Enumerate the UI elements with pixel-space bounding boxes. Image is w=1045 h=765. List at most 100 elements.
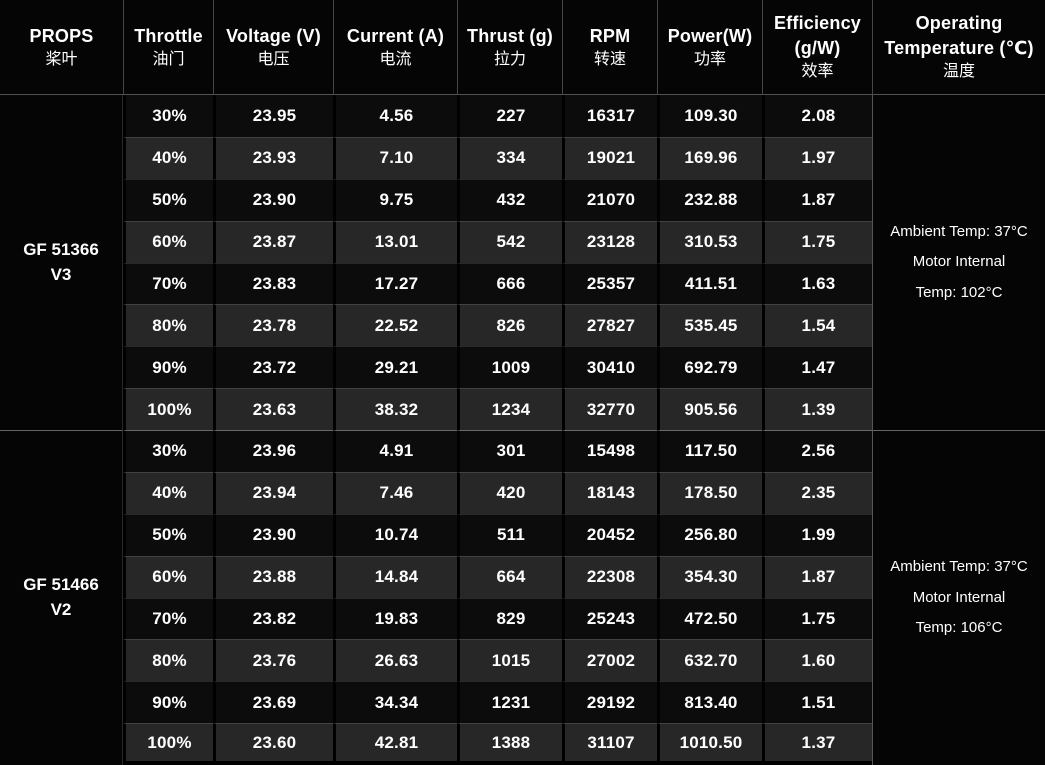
cell-rpm: 29192 (562, 681, 657, 724)
cell-throttle: 100% (123, 723, 213, 765)
cell-rpm: 20452 (562, 513, 657, 556)
cell-rpm: 31107 (562, 723, 657, 765)
cell-efficiency: 1.87 (762, 555, 872, 598)
cell-current: 7.10 (333, 136, 457, 179)
cell-efficiency: 1.51 (762, 681, 872, 724)
column-header-zh: 电流 (379, 50, 412, 68)
cell-power: 310.53 (657, 220, 762, 263)
cell-rpm: 32770 (562, 388, 657, 430)
cell-throttle: 70% (123, 262, 213, 305)
cell-thrust: 666 (457, 262, 562, 305)
cell-thrust: 1388 (457, 723, 562, 765)
cell-rpm: 16317 (562, 95, 657, 137)
column-header-rpm: RPM 转速 (562, 0, 657, 95)
cell-current: 22.52 (333, 304, 457, 347)
cell-rpm: 19021 (562, 136, 657, 179)
cell-efficiency: 1.63 (762, 262, 872, 305)
cell-power: 117.50 (657, 430, 762, 472)
cell-throttle: 80% (123, 304, 213, 347)
temperature-note: Ambient Temp: 37°C Motor Internal Temp: 10… (872, 95, 1045, 430)
column-header-en: Temperature (℃) (884, 38, 1034, 59)
cell-efficiency: 1.75 (762, 220, 872, 263)
cell-voltage: 23.93 (213, 136, 333, 179)
cell-thrust: 301 (457, 430, 562, 472)
cell-power: 905.56 (657, 388, 762, 430)
cell-thrust: 1234 (457, 388, 562, 430)
cell-efficiency: 1.99 (762, 513, 872, 556)
temperature-note-line: Ambient Temp: 37°C (890, 558, 1028, 576)
column-header-zh: 油门 (152, 50, 185, 68)
cell-throttle: 70% (123, 597, 213, 640)
cell-rpm: 18143 (562, 471, 657, 514)
cell-voltage: 23.78 (213, 304, 333, 347)
cell-rpm: 27002 (562, 639, 657, 682)
cell-voltage: 23.88 (213, 555, 333, 598)
column-header-thrust: Thrust (g) 拉力 (457, 0, 562, 95)
column-header-en: Efficiency (773, 13, 862, 34)
column-header-en: Operating (915, 13, 1003, 34)
cell-voltage: 23.76 (213, 639, 333, 682)
cell-rpm: 21070 (562, 178, 657, 221)
cell-efficiency: 1.60 (762, 639, 872, 682)
cell-current: 19.83 (333, 597, 457, 640)
cell-efficiency: 1.47 (762, 346, 872, 389)
props-model: GF 51366 (23, 239, 99, 259)
temperature-note-line: Temp: 102°C (915, 283, 1003, 301)
cell-efficiency: 2.56 (762, 430, 872, 472)
cell-rpm: 22308 (562, 555, 657, 598)
cell-current: 26.63 (333, 639, 457, 682)
cell-thrust: 334 (457, 136, 562, 179)
column-header-efficiency: Efficiency (g/W) 效率 (762, 0, 872, 95)
cell-rpm: 23128 (562, 220, 657, 263)
column-header-power: Power(W) 功率 (657, 0, 762, 95)
column-header-zh: 功率 (693, 50, 726, 68)
column-header-en: PROPS (29, 25, 94, 46)
cell-thrust: 432 (457, 178, 562, 221)
cell-power: 169.96 (657, 136, 762, 179)
cell-thrust: 1231 (457, 681, 562, 724)
cell-thrust: 829 (457, 597, 562, 640)
cell-rpm: 25243 (562, 597, 657, 640)
column-header-zh: 桨叶 (45, 50, 78, 68)
cell-thrust: 420 (457, 471, 562, 514)
cell-voltage: 23.87 (213, 220, 333, 263)
cell-throttle: 50% (123, 513, 213, 556)
cell-efficiency: 1.37 (762, 723, 872, 765)
cell-current: 29.21 (333, 346, 457, 389)
props-version: V2 (50, 600, 72, 619)
cell-current: 14.84 (333, 555, 457, 598)
column-header-en: Thrust (g) (467, 25, 553, 46)
column-header-zh: 温度 (942, 63, 975, 81)
cell-current: 34.34 (333, 681, 457, 724)
column-header-en: Voltage (V) (226, 25, 321, 46)
cell-thrust: 1009 (457, 346, 562, 389)
cell-current: 9.75 (333, 178, 457, 221)
column-header-zh: 效率 (801, 63, 834, 81)
cell-power: 411.51 (657, 262, 762, 305)
cell-thrust: 227 (457, 95, 562, 137)
cell-throttle: 100% (123, 388, 213, 430)
column-header-throttle: Throttle 油门 (123, 0, 213, 95)
temperature-note-line: Ambient Temp: 37°C (890, 222, 1028, 240)
column-header-temperature: Operating Temperature (℃) 温度 (872, 0, 1045, 95)
cell-power: 472.50 (657, 597, 762, 640)
cell-current: 38.32 (333, 388, 457, 430)
cell-thrust: 1015 (457, 639, 562, 682)
cell-thrust: 826 (457, 304, 562, 347)
cell-throttle: 60% (123, 220, 213, 263)
cell-current: 4.91 (333, 430, 457, 472)
cell-voltage: 23.96 (213, 430, 333, 472)
cell-voltage: 23.72 (213, 346, 333, 389)
cell-thrust: 542 (457, 220, 562, 263)
column-header-zh: 拉力 (493, 50, 526, 68)
cell-power: 178.50 (657, 471, 762, 514)
cell-power: 813.40 (657, 681, 762, 724)
cell-efficiency: 2.08 (762, 95, 872, 137)
cell-rpm: 27827 (562, 304, 657, 347)
column-header-en: Power(W) (667, 25, 753, 46)
cell-current: 17.27 (333, 262, 457, 305)
cell-throttle: 30% (123, 95, 213, 137)
cell-rpm: 30410 (562, 346, 657, 389)
cell-current: 42.81 (333, 723, 457, 765)
